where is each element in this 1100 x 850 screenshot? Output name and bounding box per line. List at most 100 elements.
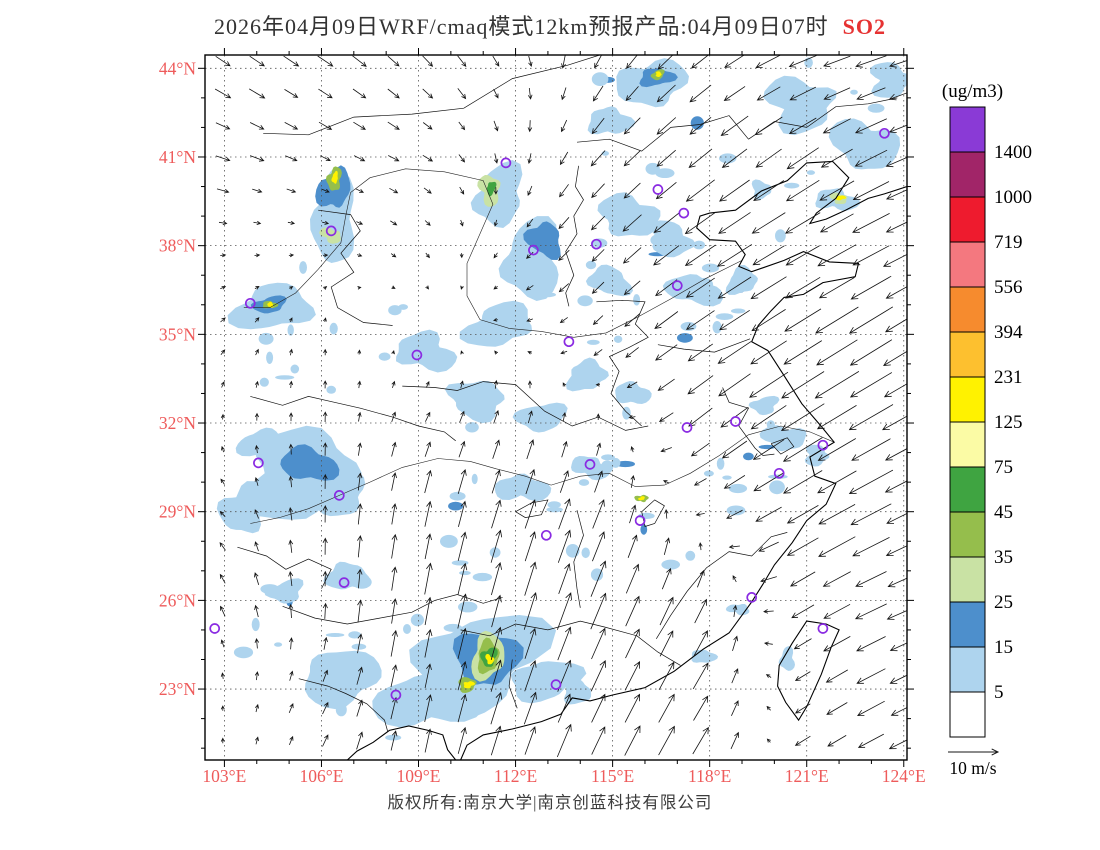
wind-arrow — [684, 244, 716, 267]
wind-arrow — [883, 254, 907, 267]
so2-speckle — [274, 642, 283, 647]
so2-speckle — [784, 182, 800, 189]
so2-speckle — [731, 308, 746, 314]
city-marker — [390, 689, 402, 701]
wind-arrow — [623, 117, 641, 135]
wind-arrow — [591, 183, 605, 199]
wind-arrow — [889, 60, 907, 68]
wind-arrow — [254, 604, 259, 618]
wind-arrow — [886, 610, 907, 620]
wind-arrow — [793, 638, 812, 650]
so2-speckle — [716, 457, 725, 470]
map-frame — [198, 48, 914, 767]
wind-arrow — [815, 306, 859, 334]
wind-arrow — [691, 55, 710, 69]
wind-arrow — [624, 693, 641, 723]
wind-arrow — [887, 577, 907, 588]
wind-arrow — [390, 629, 398, 657]
wind-arrow — [494, 350, 499, 355]
wind-arrow — [625, 595, 640, 627]
wind-arrow — [457, 88, 467, 100]
wind-arrow — [755, 506, 782, 522]
wind-arrow — [216, 188, 230, 194]
wind-arrow — [627, 534, 638, 558]
wind-arrow — [220, 705, 225, 711]
wind-arrow — [424, 469, 433, 494]
wind-arrow — [849, 372, 893, 398]
map-border — [204, 54, 908, 761]
so2-speckle — [701, 263, 720, 273]
wind-arrow — [558, 283, 570, 293]
wind-arrow — [718, 212, 751, 234]
wind-arrow — [285, 155, 298, 162]
colorbar-tick-label: 125 — [994, 412, 1023, 433]
wind-arrow — [693, 695, 709, 721]
so2-patch — [563, 677, 592, 705]
wind-arrow — [424, 533, 432, 560]
wind-arrow — [322, 734, 329, 747]
colorbar-tick-label: 15 — [994, 637, 1013, 658]
wind-arrow — [254, 380, 259, 388]
so2-speckle — [615, 460, 635, 468]
wind-arrow — [422, 88, 434, 99]
wind-arrow — [422, 154, 434, 162]
colorbar-tick-label: 35 — [994, 547, 1013, 568]
province-border — [565, 165, 584, 307]
wind-arrow — [685, 179, 715, 202]
so2-speckle — [290, 364, 300, 374]
wind-arrow — [687, 343, 714, 362]
wind-arrow — [656, 117, 677, 135]
city-marker — [817, 623, 829, 634]
wind-arrow — [490, 529, 503, 563]
colorbar-segment — [949, 376, 986, 423]
wind-arrow — [352, 55, 367, 67]
so2-patch — [650, 220, 696, 258]
wind-arrow — [788, 117, 817, 135]
wind-arrow — [390, 696, 398, 720]
wind-arrow — [527, 153, 532, 164]
wind-arrow — [459, 380, 464, 389]
wind-scale: 10 m/s — [948, 748, 1000, 778]
so2-speckle — [259, 377, 269, 387]
city-marker — [681, 422, 693, 433]
wind-arrow — [695, 512, 705, 517]
wind-arrow — [625, 563, 640, 594]
wind-arrow — [760, 576, 777, 583]
colorbar-segment — [949, 466, 986, 513]
wind-field — [214, 55, 907, 758]
so2-speckle — [449, 491, 466, 501]
wind-arrow — [623, 280, 641, 296]
colorbar-tick-label: 1000 — [994, 187, 1032, 208]
wind-arrow — [749, 371, 789, 398]
colorbar-segment — [949, 511, 986, 558]
wind-arrow — [626, 55, 638, 69]
lat-label: 44°N — [159, 58, 196, 78]
wind-arrow — [786, 537, 819, 556]
so2-speckle — [585, 260, 597, 270]
wind-arrow — [215, 122, 231, 130]
wind-arrow — [826, 702, 848, 715]
wind-arrow — [595, 382, 600, 387]
wind-arrow — [318, 121, 333, 130]
wind-arrow — [785, 245, 820, 266]
so2-speckle — [590, 568, 604, 581]
wind-arrow — [353, 155, 366, 162]
city-marker — [325, 225, 337, 237]
colorbar-tick-label: 556 — [994, 277, 1023, 298]
wind-arrow — [352, 88, 367, 99]
wind-arrow — [593, 349, 603, 356]
city-marker — [678, 207, 690, 219]
wind-arrow — [317, 55, 334, 67]
lon-label: 115°E — [591, 766, 634, 786]
wind-arrow — [524, 726, 536, 755]
coastline — [777, 620, 840, 722]
wind-arrow — [852, 245, 890, 266]
wind-arrow — [457, 468, 467, 495]
wind-arrow — [850, 275, 892, 300]
wind-arrow — [591, 693, 606, 723]
wind-arrow — [491, 499, 502, 529]
wind-arrow — [562, 412, 567, 422]
wind-arrow — [457, 661, 468, 691]
colorbar-segment — [949, 286, 986, 333]
wind-arrow — [460, 350, 464, 355]
